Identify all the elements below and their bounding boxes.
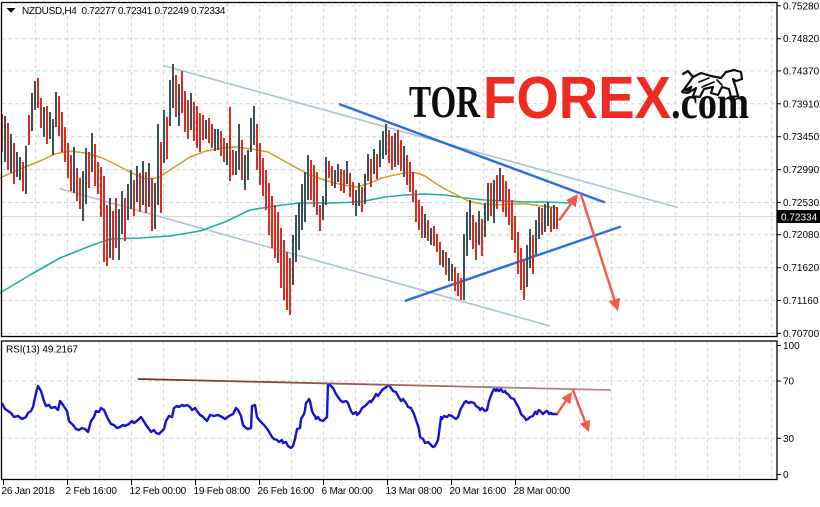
svg-text:0.73450: 0.73450	[783, 132, 820, 143]
svg-text:0.71160: 0.71160	[783, 296, 819, 307]
svg-text:FOREX: FOREX	[483, 65, 671, 131]
svg-text:0: 0	[783, 470, 789, 481]
svg-text:70: 70	[783, 377, 795, 388]
svg-text:NZDUSD,H4 0.72277 0.72341 0.7: NZDUSD,H4 0.72277 0.72341 0.72249 0.7233…	[22, 6, 226, 17]
svg-text:0.75280: 0.75280	[783, 1, 820, 12]
svg-text:0.72080: 0.72080	[783, 230, 820, 241]
svg-text:TOR: TOR	[409, 77, 480, 127]
svg-text:0.74370: 0.74370	[783, 66, 820, 77]
svg-text:0.70700: 0.70700	[783, 329, 820, 340]
svg-text:13 Mar 08:00: 13 Mar 08:00	[386, 486, 443, 497]
svg-text:26 Jan 2018: 26 Jan 2018	[2, 486, 55, 497]
svg-text:0.74820: 0.74820	[783, 34, 820, 45]
svg-text:26 Feb 16:00: 26 Feb 16:00	[258, 486, 315, 497]
svg-text:0.72990: 0.72990	[783, 165, 820, 176]
svg-text:19 Feb 08:00: 19 Feb 08:00	[194, 486, 251, 497]
svg-text:0.72530: 0.72530	[783, 198, 820, 209]
svg-text:0.72334: 0.72334	[781, 213, 818, 224]
svg-text:0.73910: 0.73910	[783, 99, 820, 110]
svg-text:20 Mar 16:00: 20 Mar 16:00	[450, 486, 507, 497]
svg-text:100: 100	[783, 341, 800, 352]
svg-text:12 Feb 00:00: 12 Feb 00:00	[130, 486, 187, 497]
svg-text:RSI(13) 49.2167: RSI(13) 49.2167	[6, 345, 78, 356]
svg-text:28 Mar 00:00: 28 Mar 00:00	[514, 486, 571, 497]
svg-text:6 Mar 00:00: 6 Mar 00:00	[322, 486, 374, 497]
svg-text:0.71620: 0.71620	[783, 263, 820, 274]
svg-text:2 Feb 16:00: 2 Feb 16:00	[66, 486, 118, 497]
svg-text:30: 30	[783, 434, 795, 445]
